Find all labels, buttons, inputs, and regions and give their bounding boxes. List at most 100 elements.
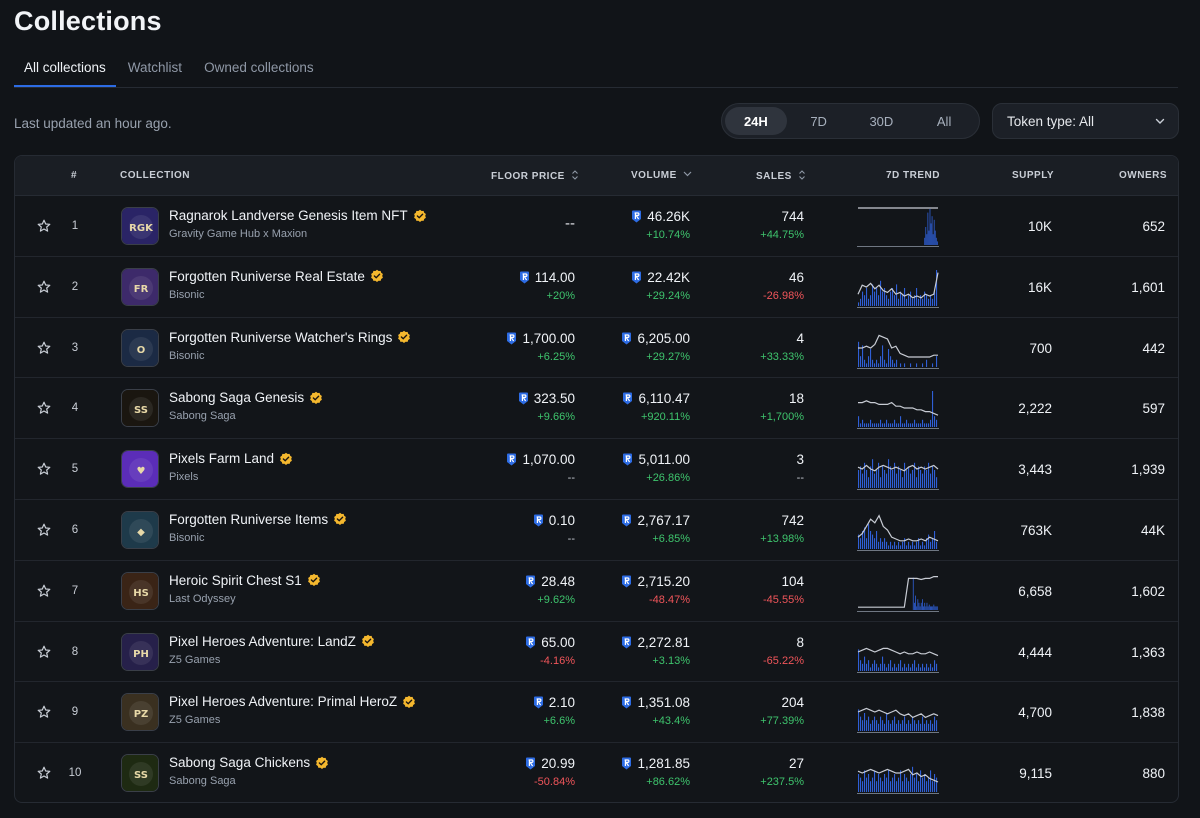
owners-value: 652 <box>1142 219 1165 234</box>
table-row[interactable]: 9 PZ Pixel Heroes Adventure: Primal HeroZ Z… <box>15 682 1178 744</box>
star-icon[interactable] <box>37 766 51 780</box>
trend-bar <box>896 284 898 306</box>
table-row[interactable]: 1 RGK Ragnarok Landverse Genesis Item NFT G… <box>15 196 1178 257</box>
ron-token-icon <box>622 757 632 770</box>
collection-name[interactable]: Pixel Heroes Adventure: LandZ <box>169 634 375 649</box>
trend-bar <box>926 359 928 367</box>
trend-bar <box>927 606 929 610</box>
trend-bar <box>886 362 888 367</box>
table-body: 1 RGK Ragnarok Landverse Genesis Item NFT G… <box>15 196 1178 802</box>
collection-name[interactable]: Forgotten Runiverse Real Estate <box>169 269 384 284</box>
collection-thumbnail[interactable]: HS <box>121 571 159 610</box>
table-row[interactable]: 2 FR Forgotten Runiverse Real Estate Bisoni… <box>15 257 1178 318</box>
trend-bar <box>917 598 919 610</box>
trend-bar <box>858 648 860 671</box>
collection-name[interactable]: Ragnarok Landverse Genesis Item NFT <box>169 208 427 223</box>
header-sales[interactable]: SALES <box>756 170 806 182</box>
star-icon[interactable] <box>37 341 51 355</box>
verified-badge-icon <box>403 695 415 708</box>
collection-name[interactable]: Pixel Heroes Adventure: Primal HeroZ <box>169 694 416 709</box>
collection-name[interactable]: Sabong Saga Chickens <box>169 755 329 770</box>
ron-token-icon <box>623 392 633 405</box>
collection-creator: Sabong Saga <box>169 775 236 788</box>
star-icon[interactable] <box>37 523 51 537</box>
collection-name[interactable]: Forgotten Runiverse Items <box>169 512 347 527</box>
tab-owned-collections[interactable]: Owned collections <box>204 60 314 75</box>
collection-name[interactable]: Forgotten Runiverse Watcher's Rings <box>169 330 411 345</box>
trend-bar <box>926 294 928 306</box>
header-floor-price[interactable]: FLOOR PRICE <box>491 170 579 182</box>
table-row[interactable]: 7 HS Heroic Spirit Chest S1 Last Odyssey 28.… <box>15 561 1178 622</box>
trend-bar <box>930 770 932 793</box>
trend-bar <box>927 212 929 245</box>
collection-thumbnail[interactable]: ◆ <box>121 510 159 549</box>
tab-watchlist[interactable]: Watchlist <box>127 60 183 75</box>
volume-change: +29.27% <box>646 350 690 363</box>
trend-bar <box>908 294 910 306</box>
trend-bar <box>866 663 868 671</box>
trend-bar <box>914 462 916 489</box>
collection-thumbnail[interactable]: PH <box>121 632 159 671</box>
volume-value: 22.42K <box>647 269 690 285</box>
tab-all-collections[interactable]: All collections <box>14 52 116 87</box>
range-30d-button[interactable]: 30D <box>869 113 894 129</box>
range-24h-button[interactable]: 24H <box>725 107 787 135</box>
trend-sparkline <box>857 334 939 369</box>
star-icon[interactable] <box>37 584 51 598</box>
sales-value: 18 <box>788 391 804 407</box>
collection-thumbnail[interactable]: SS <box>121 754 159 793</box>
sales-cell: 744 +44.75% <box>705 209 804 241</box>
collection-thumbnail[interactable]: ♥ <box>121 450 159 489</box>
collection-thumbnail[interactable]: RGK <box>121 207 159 245</box>
star-icon[interactable] <box>37 705 51 719</box>
range-all-button[interactable]: All <box>936 113 952 129</box>
trend-bar <box>924 545 926 549</box>
floor-price-value: 28.48 <box>541 573 575 589</box>
trend-bar <box>872 534 874 549</box>
star-icon[interactable] <box>37 462 51 476</box>
trend-bar <box>930 420 932 428</box>
trend-bar <box>900 470 902 489</box>
trend-bar <box>896 666 898 671</box>
trend-bar <box>904 362 906 367</box>
collection-thumbnail[interactable]: O <box>121 328 159 367</box>
table-row[interactable]: 6 ◆ Forgotten Runiverse Items Bisonic 0.10 --… <box>15 500 1178 561</box>
range-7d-button[interactable]: 7D <box>810 113 827 129</box>
collection-name[interactable]: Pixels Farm Land <box>169 451 293 466</box>
trend-bar <box>923 606 924 610</box>
token-type-dropdown[interactable]: Token type: All <box>992 103 1179 139</box>
star-icon[interactable] <box>37 280 51 294</box>
volume-value: 6,205.00 <box>637 330 690 346</box>
star-icon[interactable] <box>37 645 51 659</box>
table-row[interactable]: 10 SS Sabong Saga Chickens Sabong Saga 20.99… <box>15 743 1178 802</box>
volume-cell: 6,110.47 +920.11% <box>530 391 690 423</box>
table-row[interactable]: 4 SS Sabong Saga Genesis Sabong Saga 323.50 +… <box>15 378 1178 440</box>
collection-thumbnail[interactable]: PZ <box>121 693 159 732</box>
star-icon[interactable] <box>37 401 51 415</box>
collection-image-icon: ♥ <box>122 451 158 488</box>
trend-bar <box>904 663 906 671</box>
floor-price-value: 2.10 <box>548 695 575 711</box>
table-row[interactable]: 8 PH Pixel Heroes Adventure: LandZ Z5 Games… <box>15 622 1178 683</box>
collection-thumbnail[interactable]: SS <box>121 389 159 428</box>
rank-number: 7 <box>71 584 79 597</box>
sales-cell: 46 -26.98% <box>705 270 804 302</box>
collection-thumbnail[interactable]: FR <box>121 267 159 306</box>
table-row[interactable]: 3 O Forgotten Runiverse Watcher's Rings Bis… <box>15 318 1178 379</box>
collection-name[interactable]: Heroic Spirit Chest S1 <box>169 573 321 588</box>
trend-bar <box>910 724 912 732</box>
trend-bar <box>884 423 886 428</box>
owners-value: 880 <box>1142 766 1165 782</box>
trend-bar <box>862 781 864 793</box>
trend-bar <box>884 663 886 671</box>
volume-cell: 6,205.00 +29.27% <box>530 331 690 363</box>
ron-token-icon <box>622 696 632 709</box>
header-volume[interactable]: VOLUME <box>631 170 692 181</box>
ron-token-icon <box>622 514 632 527</box>
trend-bar <box>914 777 916 793</box>
star-icon[interactable] <box>37 219 51 233</box>
sales-value: 46 <box>788 269 804 285</box>
collection-name[interactable]: Sabong Saga Genesis <box>169 390 323 405</box>
table-row[interactable]: 5 ♥ Pixels Farm Land Pixels 1,070.00 -- 5,011.… <box>15 439 1178 500</box>
trend-bar <box>890 466 892 489</box>
